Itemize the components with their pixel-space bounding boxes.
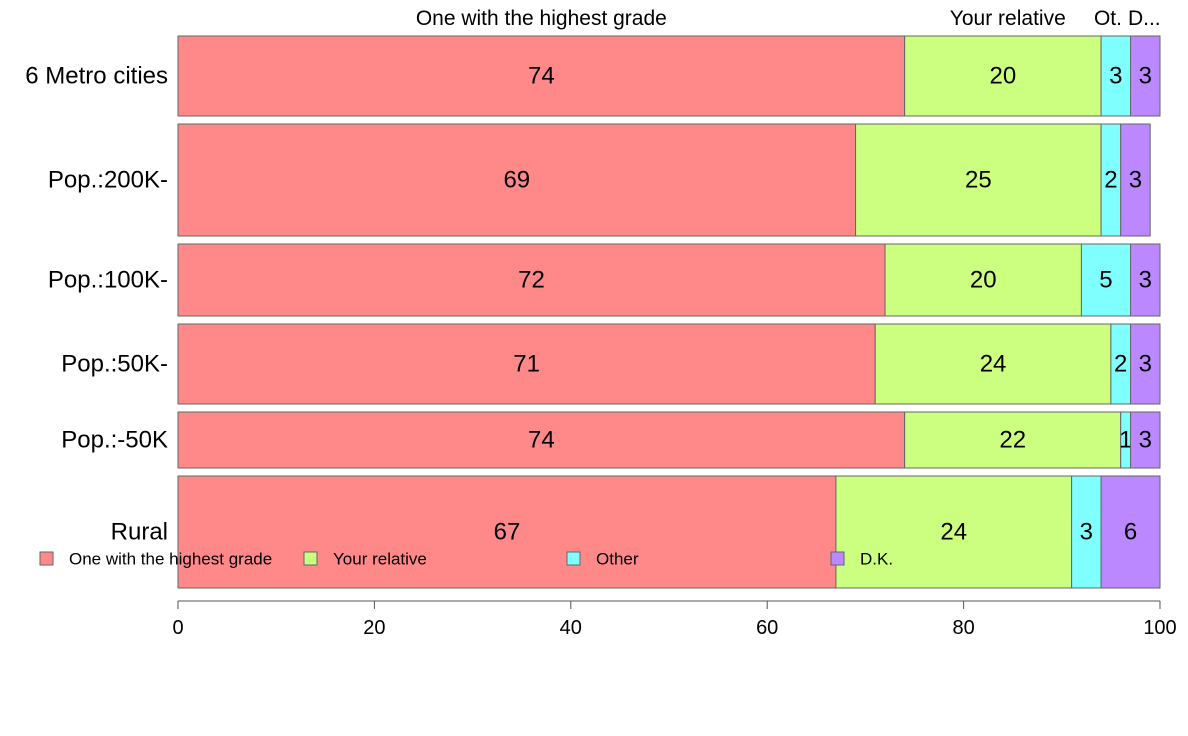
legend-item-other: Other [566, 550, 639, 569]
bar-segment-other [1100, 35, 1132, 117]
legend-label: Your relative [333, 550, 427, 569]
bar-row-pop-50k: Pop.:50K- 71 24 2 3 [61, 323, 1161, 405]
data-label: 6 [1124, 519, 1137, 546]
data-label: 3 [1139, 427, 1152, 454]
data-label: 3 [1129, 167, 1142, 194]
bar-row-6-metro-cities: 6 Metro cities 74 20 3 3 [25, 35, 1161, 117]
data-label: 2 [1114, 351, 1127, 378]
legend-swatch [566, 551, 581, 566]
data-label: 24 [980, 351, 1007, 378]
bar-segment-other [1071, 475, 1102, 589]
data-label: 25 [965, 167, 992, 194]
data-label: 3 [1080, 519, 1093, 546]
legend-label: One with the highest grade [69, 550, 272, 569]
bar-segment-your-relative [855, 123, 1102, 237]
data-label: 5 [1099, 267, 1112, 294]
category-label: Pop.:-50K [61, 427, 168, 454]
x-axis: 0 20 40 60 80 100 [172, 600, 1177, 639]
data-label: 74 [528, 63, 555, 90]
data-label: 69 [503, 167, 530, 194]
x-tick-label: 60 [756, 617, 778, 639]
legend-swatch [830, 551, 845, 566]
legend-label: Other [596, 550, 639, 569]
legend-label: D.K. [860, 550, 893, 569]
bar-segment-d-k [1130, 243, 1161, 317]
category-label: Pop.:50K- [61, 351, 168, 378]
category-label: Pop.:100K- [48, 267, 168, 294]
bar-segment-one-with-the-highest-grade [177, 475, 837, 589]
x-tick-label: 100 [1143, 617, 1176, 639]
data-label: 1 [1119, 427, 1132, 454]
data-label: 71 [513, 351, 540, 378]
bar-segment-one-with-the-highest-grade [177, 243, 886, 317]
legend-item-d-k: D.K. [830, 550, 893, 569]
bar-segment-d-k [1120, 123, 1151, 237]
data-label: 20 [970, 267, 997, 294]
bar-segment-one-with-the-highest-grade [177, 323, 876, 405]
bar-segment-one-with-the-highest-grade [177, 35, 906, 117]
legend-swatch [39, 551, 54, 566]
bar-row-pop-100k: Pop.:100K- 72 20 5 3 [48, 243, 1161, 317]
series-top-label: Your relative [950, 7, 1066, 30]
bar-segment-your-relative [874, 323, 1112, 405]
data-label: 2 [1104, 167, 1117, 194]
bar-row-rural: Rural 67 24 3 6 [111, 475, 1161, 589]
data-label: 72 [518, 267, 545, 294]
x-tick-label: 0 [172, 617, 183, 639]
series-top-label: D... [1128, 7, 1161, 30]
category-label: Pop.:200K- [48, 167, 168, 194]
series-top-label: One with the highest grade [416, 7, 667, 30]
top-labels: One with the highest grade Your relative O… [416, 7, 1161, 30]
bar-segment-d-k [1100, 475, 1161, 589]
data-label: 3 [1139, 267, 1152, 294]
bar-segment-one-with-the-highest-grade [177, 123, 857, 237]
bar-segment-d-k [1130, 323, 1161, 405]
data-label: 67 [494, 519, 521, 546]
legend-swatch [303, 551, 318, 566]
legend-item-one-with-the-highest-grade: One with the highest grade [39, 550, 272, 569]
legend-item-your-relative: Your relative [303, 550, 427, 569]
category-label: Rural [111, 519, 168, 546]
data-label: 3 [1109, 63, 1122, 90]
bar-segment-d-k [1130, 411, 1161, 469]
series-top-label: Ot. [1094, 7, 1122, 30]
data-label: 3 [1139, 351, 1152, 378]
bar-segment-your-relative [904, 35, 1102, 117]
data-label: 3 [1139, 63, 1152, 90]
bar-segment-other [1080, 243, 1132, 317]
x-tick-label: 40 [560, 617, 582, 639]
x-tick-label: 80 [952, 617, 974, 639]
bar-row-pop-200k: Pop.:200K- 69 25 2 3 [48, 123, 1151, 237]
data-label: 74 [528, 427, 555, 454]
bar-row-pop-50k: Pop.:-50K 74 22 1 3 [61, 411, 1161, 469]
bar-segment-your-relative [884, 243, 1082, 317]
data-label: 20 [990, 63, 1017, 90]
bar-segment-d-k [1130, 35, 1161, 117]
x-tick-label: 20 [363, 617, 385, 639]
bar-segment-your-relative [835, 475, 1073, 589]
category-label: 6 Metro cities [25, 63, 168, 90]
legend: One with the highest grade Your relative O… [39, 550, 893, 569]
data-label: 22 [999, 427, 1026, 454]
data-label: 24 [940, 519, 967, 546]
